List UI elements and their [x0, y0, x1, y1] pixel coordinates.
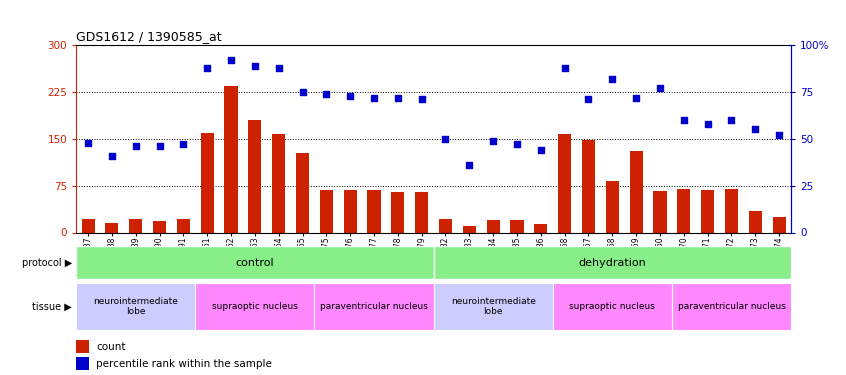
Bar [725, 189, 738, 232]
Point [725, 117, 739, 123]
Bar [486, 220, 500, 232]
Bar [224, 86, 238, 232]
Bar [678, 189, 690, 232]
Text: paraventricular nucleus: paraventricular nucleus [678, 302, 785, 311]
Bar [415, 192, 428, 232]
Text: neurointermediate
lobe: neurointermediate lobe [451, 297, 536, 316]
Point [248, 63, 261, 69]
Bar [582, 140, 595, 232]
Bar [433, 283, 552, 330]
Bar [249, 120, 261, 232]
Point [558, 64, 571, 70]
Point [415, 96, 428, 102]
Point [653, 85, 667, 91]
Bar [129, 219, 142, 232]
Text: tissue ▶: tissue ▶ [32, 302, 72, 312]
Text: supraoptic nucleus: supraoptic nucleus [569, 302, 656, 311]
Text: percentile rank within the sample: percentile rank within the sample [96, 359, 272, 369]
Bar [772, 217, 786, 232]
Bar [272, 134, 285, 232]
Text: paraventricular nucleus: paraventricular nucleus [320, 302, 428, 311]
Point [772, 132, 786, 138]
Bar [701, 190, 714, 232]
Text: supraoptic nucleus: supraoptic nucleus [212, 302, 298, 311]
Bar [552, 283, 672, 330]
Text: count: count [96, 342, 126, 352]
Point [677, 117, 690, 123]
Point [463, 162, 476, 168]
Text: dehydration: dehydration [579, 258, 646, 267]
Bar [296, 153, 309, 232]
Point [224, 57, 238, 63]
Point [486, 138, 500, 144]
Bar [76, 283, 195, 330]
Point [81, 140, 95, 146]
Point [391, 94, 404, 100]
Point [749, 126, 762, 132]
Bar [153, 221, 166, 232]
Point [367, 94, 381, 100]
Bar [343, 190, 357, 232]
Bar [672, 283, 791, 330]
Bar [195, 283, 315, 330]
Point [343, 93, 357, 99]
Bar [76, 340, 89, 352]
Point [129, 143, 142, 149]
Point [320, 91, 333, 97]
Bar [392, 192, 404, 232]
Bar [315, 283, 434, 330]
Bar [177, 219, 190, 232]
Bar [558, 134, 571, 232]
Bar [653, 190, 667, 232]
Bar [510, 220, 524, 232]
Text: GDS1612 / 1390585_at: GDS1612 / 1390585_at [76, 30, 222, 43]
Bar [749, 211, 761, 232]
Point [629, 94, 643, 100]
Point [201, 64, 214, 70]
Bar [367, 190, 381, 232]
Text: neurointermediate
lobe: neurointermediate lobe [93, 297, 179, 316]
Bar [439, 219, 452, 232]
Point [510, 141, 524, 147]
Bar [433, 246, 791, 279]
Point [272, 64, 285, 70]
Point [105, 153, 118, 159]
Bar [535, 224, 547, 232]
Text: protocol ▶: protocol ▶ [22, 258, 72, 267]
Point [177, 141, 190, 147]
Point [582, 96, 596, 102]
Point [606, 76, 619, 82]
Bar [201, 132, 214, 232]
Point [153, 143, 167, 149]
Bar [629, 151, 643, 232]
Point [296, 89, 310, 95]
Bar [76, 357, 89, 370]
Bar [320, 190, 332, 232]
Bar [606, 181, 618, 232]
Point [700, 121, 714, 127]
Bar [81, 219, 95, 232]
Bar [76, 246, 433, 279]
Text: control: control [235, 258, 274, 267]
Point [439, 136, 453, 142]
Bar [463, 226, 475, 232]
Point [534, 147, 547, 153]
Bar [106, 222, 118, 232]
